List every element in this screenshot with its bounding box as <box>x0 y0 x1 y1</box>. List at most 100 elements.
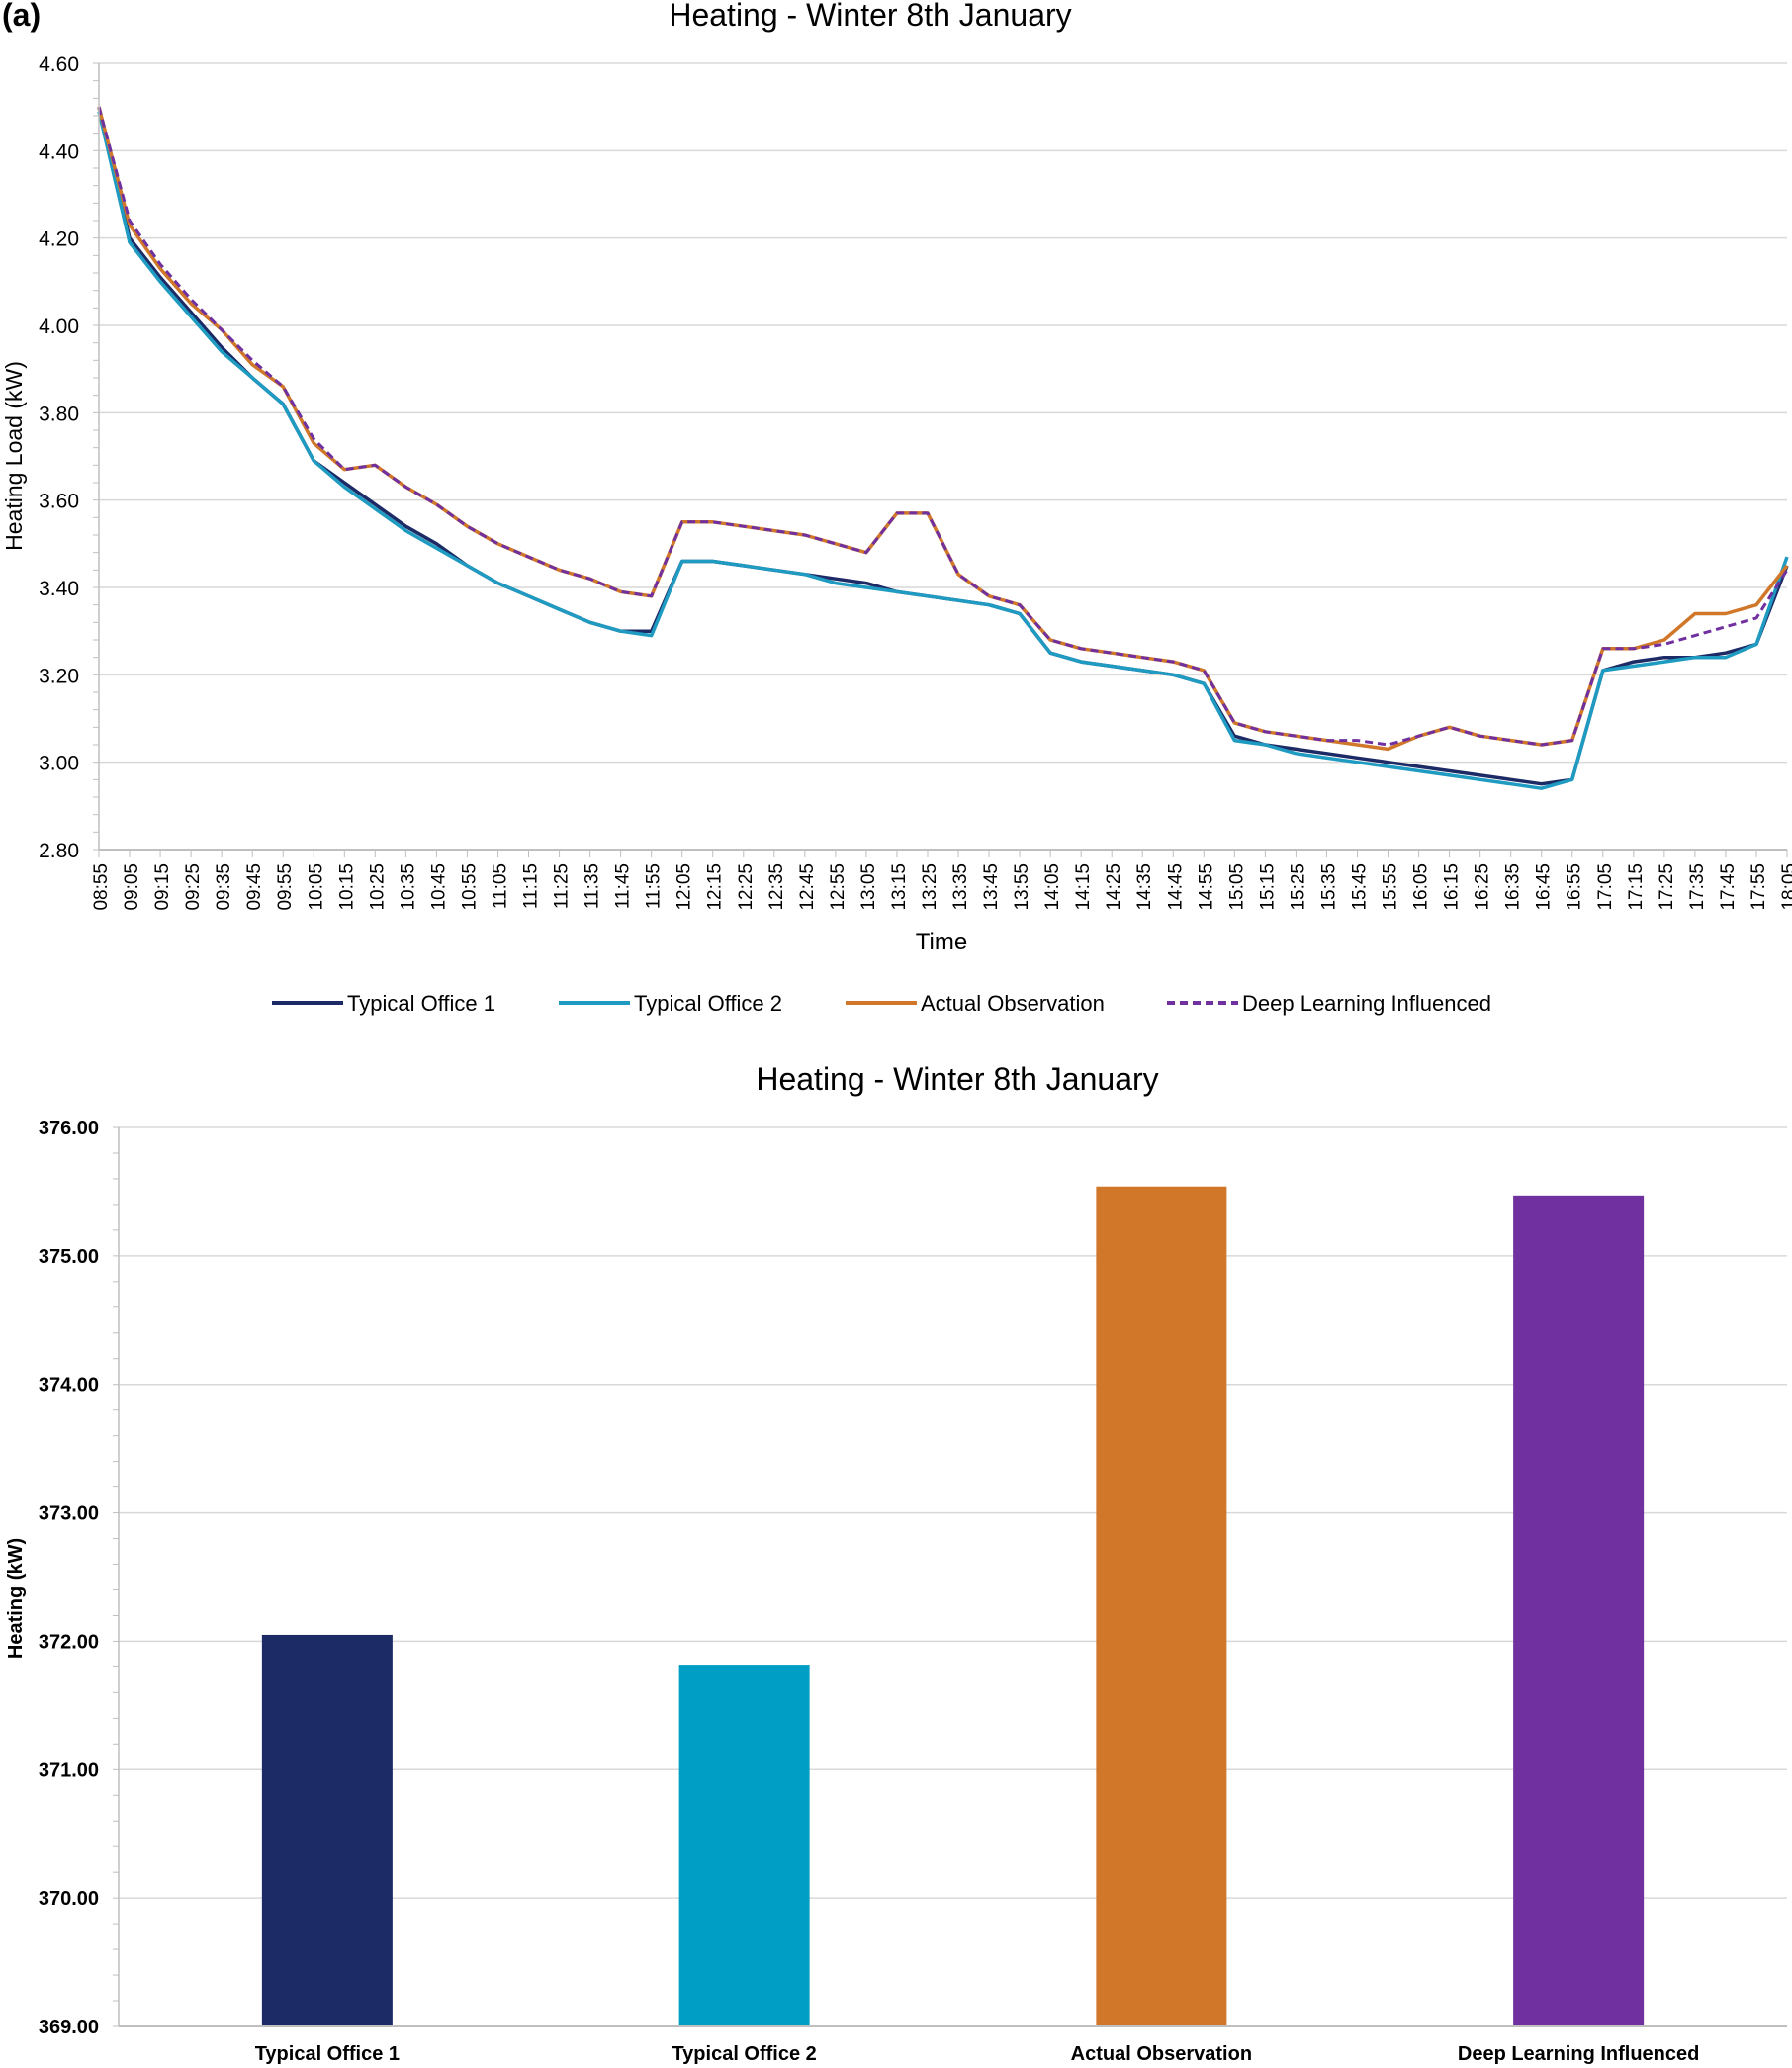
x-tick-label: 11:35 <box>582 863 603 909</box>
x-tick-label: 10:45 <box>428 863 449 911</box>
x-tick-label: 13:45 <box>981 863 1002 911</box>
x-tick-label: 16:15 <box>1442 863 1463 911</box>
x-tick-label: 14:25 <box>1104 863 1124 911</box>
legend-entry: Deep Learning Influenced <box>1242 991 1491 1016</box>
x-tick-label: 10:55 <box>459 863 480 911</box>
x-tick-label: 09:25 <box>183 863 204 911</box>
x-tick-label: 17:55 <box>1748 863 1769 911</box>
x-tick-label: 15:45 <box>1349 863 1370 911</box>
chart-title: Heating - Winter 8th January <box>756 1061 1158 1097</box>
y-tick-label: 4.20 <box>39 228 79 251</box>
x-tick-label: 10:05 <box>306 863 326 911</box>
x-tick-label: 15:35 <box>1318 863 1339 911</box>
y-tick-label: 4.00 <box>39 315 79 338</box>
bar <box>1096 1186 1227 2026</box>
x-tick-label: 09:15 <box>152 863 173 911</box>
x-tick-label: 12:35 <box>766 863 787 911</box>
x-tick-label: 13:25 <box>920 863 941 911</box>
y-tick-label: 3.20 <box>39 665 79 687</box>
x-tick-label: 15:15 <box>1257 863 1278 911</box>
x-tick-label: 10:15 <box>336 863 357 911</box>
y-tick-label: 2.80 <box>39 840 79 862</box>
y-axis-label: Heating Load (kW) <box>1 361 27 551</box>
x-tick-label: 15:05 <box>1226 863 1247 911</box>
line-chart: (a) Heating - Winter 8th January 2.80 3.0… <box>1 0 1792 1016</box>
x-tick-label: 13:55 <box>1012 863 1032 911</box>
series-line-deep-learning-influenced <box>97 106 1789 747</box>
x-tick-labels: 08:55 09:05 09:15 09:25 09:35 09:45 09:55 10:05… <box>91 850 1792 911</box>
bar-series <box>261 1186 1645 2026</box>
x-tick-label: 15:55 <box>1381 863 1401 911</box>
x-tick-label: 13:15 <box>889 863 910 911</box>
x-tick-label: 15:25 <box>1288 863 1308 911</box>
x-tick-label: 12:15 <box>705 863 726 911</box>
x-tick-label: 17:05 <box>1595 863 1616 911</box>
y-axis-label: Heating (kW) <box>5 1538 27 1659</box>
bar <box>678 1665 810 2026</box>
x-tick-label: 14:45 <box>1165 863 1186 911</box>
x-tick-label: 16:45 <box>1534 863 1555 911</box>
bar-chart: Heating - Winter 8th January 369.00 370.0… <box>5 1061 1787 2065</box>
line-series-group <box>97 106 1789 790</box>
x-tick-label: 09:55 <box>275 863 296 911</box>
x-tick-label: 14:05 <box>1042 863 1063 911</box>
x-tick-label: 09:35 <box>214 863 234 911</box>
bar <box>261 1634 393 2026</box>
x-tick-label: 11:25 <box>552 863 573 909</box>
y-tick-label: 3.80 <box>39 403 79 425</box>
y-tick-label: 374.00 <box>39 1375 99 1396</box>
x-tick-label: 17:45 <box>1718 863 1739 911</box>
chart-title: Heating - Winter 8th January <box>669 0 1071 33</box>
x-tick-label: 09:45 <box>244 863 265 911</box>
x-tick-label: 16:05 <box>1411 863 1432 911</box>
x-tick-label: 10:25 <box>367 863 388 911</box>
x-tick-label: 17:35 <box>1687 863 1708 911</box>
x-tick-label: 16:35 <box>1503 863 1524 911</box>
x-axis-label: Time <box>916 929 967 955</box>
y-tick-labels: 2.80 3.00 3.20 3.40 3.60 3.80 4.00 4.20 4.40 4.60 <box>39 53 79 862</box>
y-tick-label: 373.00 <box>39 1503 99 1525</box>
x-tick-label: 18:05 <box>1779 863 1792 911</box>
x-tick-label: 11:15 <box>521 863 542 909</box>
x-tick-label: 10:35 <box>398 863 418 911</box>
x-tick-label: 16:25 <box>1473 863 1493 911</box>
x-tick-label: 16:55 <box>1565 863 1585 911</box>
y-tick-label: 371.00 <box>39 1759 99 1781</box>
y-tick-label: 376.00 <box>39 1118 99 1139</box>
y-tick-label: 375.00 <box>39 1246 99 1268</box>
y-tick-label: 4.40 <box>39 140 79 163</box>
y-tick-label: 3.40 <box>39 578 79 600</box>
x-tick-label: 12:05 <box>674 863 695 911</box>
x-tick-labels: Typical Office 1 Typical Office 2 Actual O… <box>255 2043 1700 2065</box>
x-tick-label: 13:35 <box>950 863 971 911</box>
y-tick-label: 372.00 <box>39 1631 99 1653</box>
x-tick-label: 17:15 <box>1626 863 1647 911</box>
legend-entry: Typical Office 2 <box>634 991 782 1016</box>
y-gridlines <box>93 62 1787 851</box>
x-tick-label: 12:25 <box>736 863 757 911</box>
legend-entry: Typical Office 1 <box>347 991 495 1016</box>
x-tick-label: 14:15 <box>1073 863 1094 911</box>
x-tick-label: Actual Observation <box>1071 2043 1252 2065</box>
legend: Typical Office 1 Typical Office 2 Actual O… <box>272 991 1491 1016</box>
y-tick-label: 369.00 <box>39 2017 99 2038</box>
x-tick-label: 14:35 <box>1134 863 1155 911</box>
x-tick-label: Typical Office 2 <box>672 2043 816 2065</box>
panel-label: (a) <box>2 0 41 33</box>
y-tick-labels: 369.00 370.00 371.00 372.00 373.00 374.00 375.… <box>39 1118 99 2038</box>
x-tick-label: 11:05 <box>490 863 510 909</box>
x-tick-label: 12:45 <box>797 863 818 911</box>
bar <box>1513 1195 1645 2026</box>
x-tick-label: 17:25 <box>1657 863 1677 911</box>
series-line-actual-observation <box>97 106 1789 752</box>
x-tick-label: 11:45 <box>613 863 634 909</box>
x-tick-label: 09:05 <box>122 863 142 911</box>
y-gridlines <box>113 1126 1787 2027</box>
x-tick-label: 12:55 <box>828 863 849 911</box>
x-tick-label: Typical Office 1 <box>255 2043 400 2065</box>
y-tick-label: 3.60 <box>39 491 79 513</box>
x-tick-label: 13:05 <box>858 863 879 911</box>
y-tick-label: 3.00 <box>39 753 79 775</box>
y-tick-label: 370.00 <box>39 1888 99 1910</box>
y-tick-label: 4.60 <box>39 53 79 76</box>
